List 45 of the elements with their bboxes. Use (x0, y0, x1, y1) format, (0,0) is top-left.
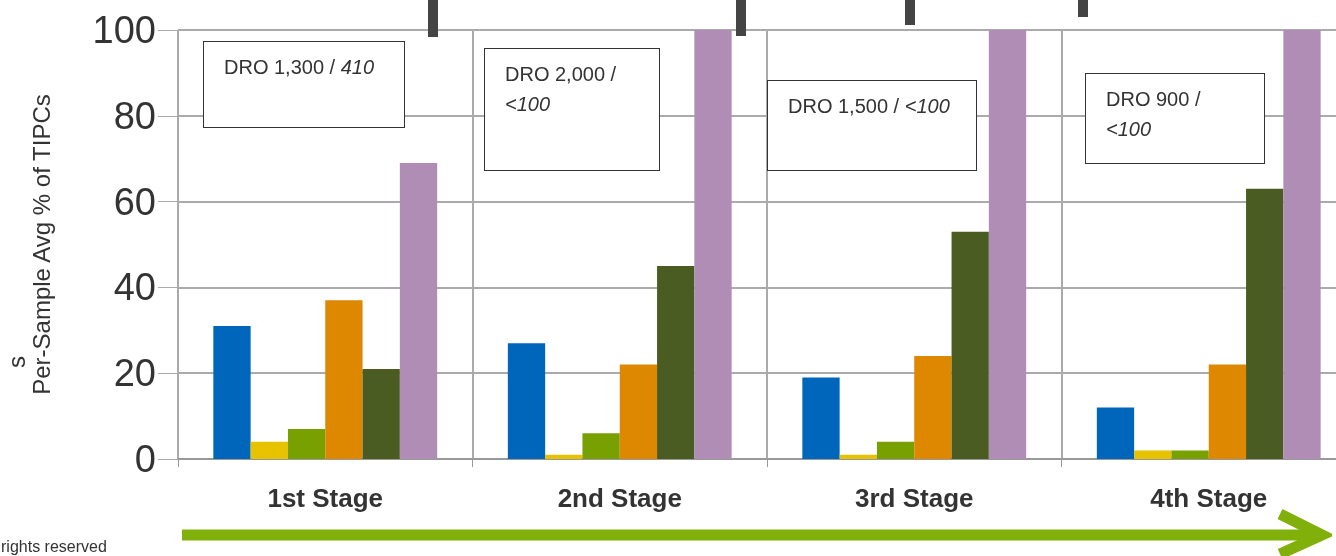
note-box: DRO 1,500 / <100 (767, 80, 977, 171)
bar (1208, 364, 1247, 459)
text: s (2, 356, 30, 368)
bar (876, 441, 915, 459)
annotation: DRO 1,300 / 410 (224, 56, 375, 78)
bar (1096, 407, 1135, 459)
y-tick-label: 40 (113, 266, 156, 309)
bar (1134, 450, 1172, 459)
bar (582, 433, 620, 459)
bar (988, 30, 1027, 459)
y-tick-label: 0 (134, 438, 156, 480)
text: rights reserved (1, 537, 107, 555)
note-box: DRO 900 / <100 (1085, 73, 1265, 164)
bar (250, 441, 288, 459)
bar (619, 364, 658, 459)
annotation: DRO 1,500 / <100 (788, 95, 950, 117)
bar (1283, 30, 1321, 459)
y-axis-title: Per-Sample Avg % of TIPCs (27, 94, 55, 395)
bar (1171, 450, 1209, 459)
bar (362, 368, 400, 459)
bar (951, 231, 989, 459)
y-tick-label: 60 (113, 180, 156, 223)
note-box: DRO 2,000 / <100 (484, 48, 660, 171)
bar (399, 162, 438, 459)
x-tick-label: 4th Stage (1150, 483, 1268, 513)
x-tick-label: 2nd Stage (557, 483, 682, 513)
bar (802, 377, 840, 459)
bar (287, 428, 326, 459)
x-tick-label: 1st Stage (267, 483, 384, 513)
annotation: DRO 2,000 / <100 (505, 63, 617, 115)
note-box: DRO 1,300 / 410 (203, 41, 405, 128)
bar (657, 265, 695, 459)
bar (839, 454, 877, 459)
x-tick-label: 3rd Stage (855, 483, 974, 513)
y-tick-label: 20 (113, 352, 156, 395)
bar (325, 300, 363, 459)
bar (545, 454, 583, 459)
annotation: DRO 900 / <100 (1106, 88, 1201, 140)
y-tick-label: 80 (113, 94, 156, 137)
bar (213, 326, 251, 459)
bar (507, 343, 546, 459)
bar (694, 30, 732, 459)
bar (1246, 188, 1284, 459)
bar (914, 356, 952, 459)
y-tick-label: 100 (92, 9, 156, 51)
